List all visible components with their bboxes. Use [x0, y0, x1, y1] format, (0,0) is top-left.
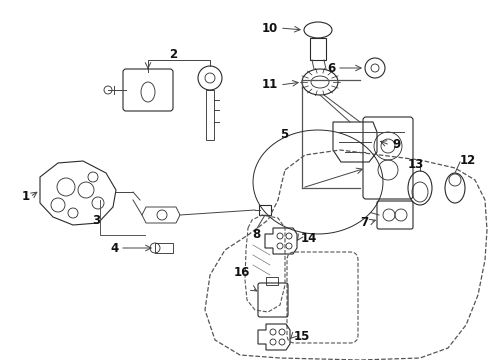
Text: 15: 15: [293, 330, 310, 343]
Text: 8: 8: [251, 229, 260, 242]
Bar: [155, 243, 173, 253]
Text: 6: 6: [326, 62, 334, 75]
Text: 9: 9: [391, 139, 400, 152]
Text: 7: 7: [359, 216, 367, 229]
Bar: [205, 90, 214, 140]
Text: 4: 4: [110, 242, 118, 255]
Text: 3: 3: [92, 213, 100, 226]
Text: 13: 13: [407, 158, 423, 171]
Text: 10: 10: [261, 22, 278, 35]
Bar: [259, 205, 270, 215]
Bar: [309, 38, 325, 60]
Text: 16: 16: [233, 266, 249, 279]
Text: 12: 12: [459, 153, 475, 166]
Text: 14: 14: [301, 231, 317, 244]
Text: 5: 5: [279, 127, 287, 140]
Text: 1: 1: [22, 190, 30, 203]
Text: 2: 2: [168, 48, 177, 60]
Text: 11: 11: [261, 78, 278, 91]
Bar: [265, 277, 278, 285]
